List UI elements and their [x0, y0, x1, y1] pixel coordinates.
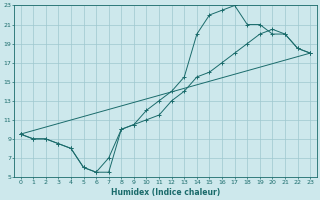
X-axis label: Humidex (Indice chaleur): Humidex (Indice chaleur) [111, 188, 220, 197]
